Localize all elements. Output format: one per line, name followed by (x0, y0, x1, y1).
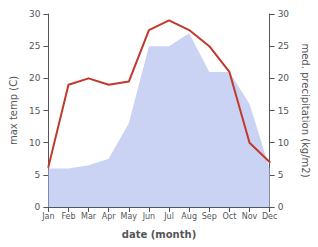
svg-text:25: 25 (29, 41, 40, 51)
svg-text:date (month): date (month) (122, 229, 196, 240)
svg-text:Oct: Oct (222, 212, 236, 221)
svg-text:Feb: Feb (61, 212, 75, 221)
svg-text:30: 30 (278, 9, 290, 19)
svg-text:Jun: Jun (142, 212, 156, 221)
svg-text:20: 20 (29, 73, 41, 83)
svg-text:Jul: Jul (163, 212, 174, 221)
svg-text:Dec: Dec (262, 212, 277, 221)
svg-text:Apr: Apr (102, 212, 117, 221)
svg-text:med. precipitation (kg/m2): med. precipitation (kg/m2) (300, 43, 311, 177)
svg-text:Jan: Jan (41, 212, 54, 221)
svg-text:Nov: Nov (242, 212, 258, 221)
svg-text:max temp (C): max temp (C) (8, 76, 19, 145)
svg-text:Mar: Mar (81, 212, 97, 221)
svg-text:10: 10 (29, 138, 41, 148)
svg-text:15: 15 (278, 106, 289, 116)
svg-text:0: 0 (278, 202, 284, 212)
svg-text:0: 0 (35, 202, 41, 212)
svg-text:Sep: Sep (202, 212, 217, 221)
svg-text:15: 15 (29, 106, 40, 116)
svg-text:25: 25 (278, 41, 289, 51)
svg-text:5: 5 (35, 170, 41, 180)
svg-text:20: 20 (278, 73, 290, 83)
svg-text:Aug: Aug (181, 212, 197, 221)
svg-text:May: May (121, 212, 138, 221)
svg-text:10: 10 (278, 138, 290, 148)
svg-text:30: 30 (29, 9, 41, 19)
svg-text:5: 5 (278, 170, 284, 180)
